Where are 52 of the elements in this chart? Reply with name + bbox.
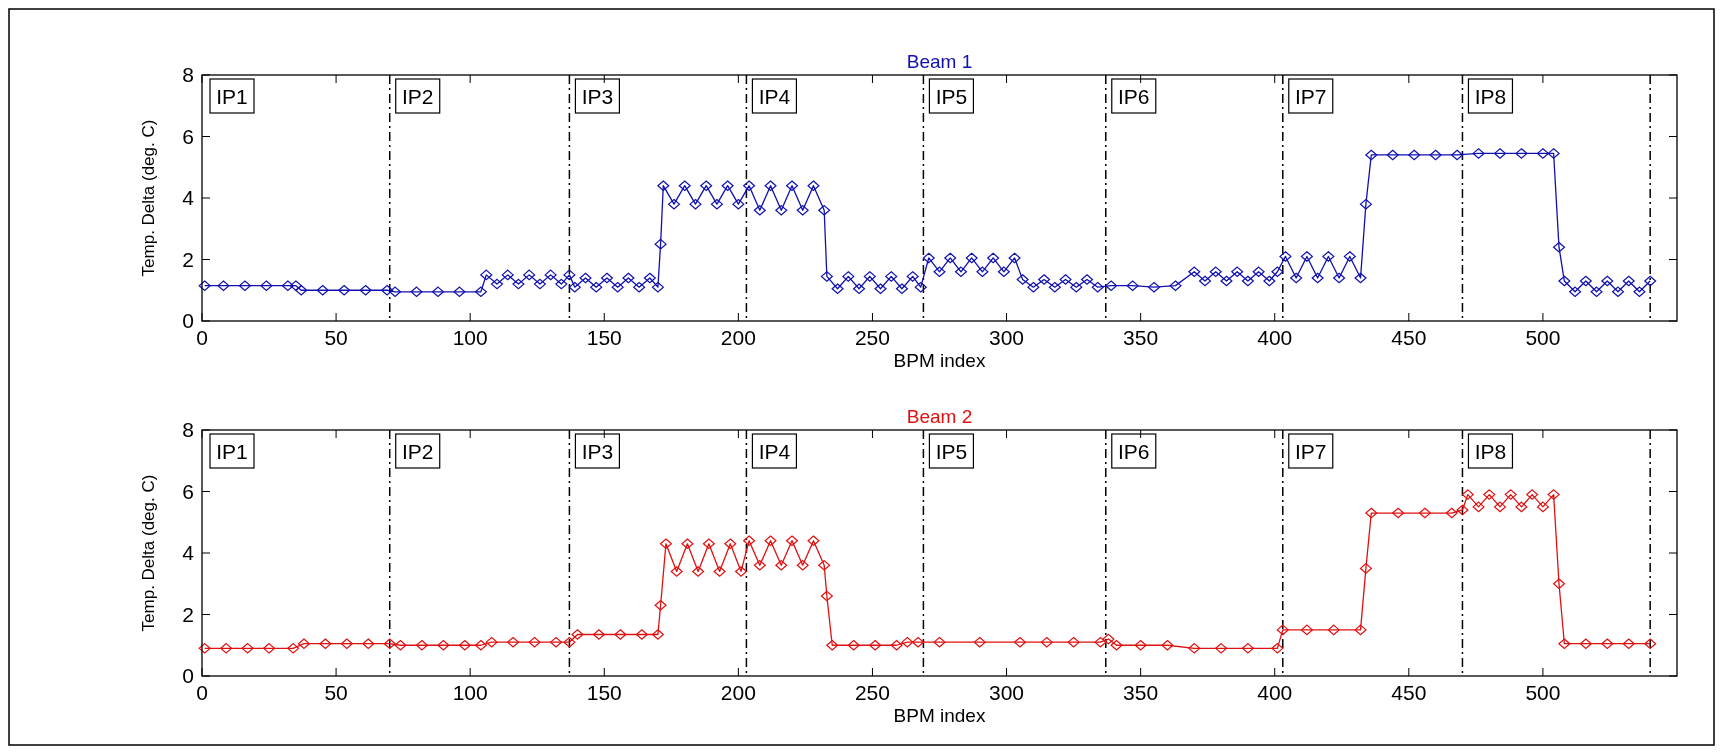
x-tick-label: 400 xyxy=(1257,326,1293,349)
y-tick-label: 8 xyxy=(182,63,194,86)
x-tick-label: 150 xyxy=(586,326,622,349)
x-tick-label: 350 xyxy=(1123,326,1159,349)
x-tick-label: 350 xyxy=(1123,681,1159,704)
x-tick-label: 100 xyxy=(452,681,488,704)
annotation: IP4 xyxy=(758,85,791,108)
chart-title: Beam 1 xyxy=(906,51,973,72)
annotation: IP6 xyxy=(1118,440,1150,463)
y-tick-label: 0 xyxy=(182,309,194,332)
x-tick-label: 450 xyxy=(1391,326,1427,349)
x-tick-label: 50 xyxy=(324,681,348,704)
x-tick-label: 500 xyxy=(1525,681,1561,704)
y-axis-title: Temp. Delta (deg. C) xyxy=(139,474,158,632)
x-tick-label: 200 xyxy=(720,326,756,349)
x-tick-label: 500 xyxy=(1525,326,1561,349)
x-tick-label: 450 xyxy=(1391,681,1427,704)
x-tick-label: 300 xyxy=(989,681,1025,704)
x-tick-label: 150 xyxy=(586,681,622,704)
x-axis-title: BPM index xyxy=(893,705,986,726)
annotation: IP1 xyxy=(216,440,248,463)
chart-title: Beam 2 xyxy=(906,406,973,427)
annotation: IP8 xyxy=(1474,85,1507,108)
annotation: IP1 xyxy=(216,85,248,108)
annotation: IP7 xyxy=(1295,440,1327,463)
annotation: IP8 xyxy=(1474,440,1507,463)
y-axis-title: Temp. Delta (deg. C) xyxy=(139,119,158,277)
annotation: IP7 xyxy=(1295,85,1327,108)
y-tick-label: 4 xyxy=(182,186,195,209)
y-tick-label: 2 xyxy=(182,247,194,271)
y-tick-label: 2 xyxy=(182,602,194,626)
annotation: IP3 xyxy=(581,440,614,463)
x-tick-label: 250 xyxy=(854,681,890,704)
x-tick-label: 50 xyxy=(324,326,348,349)
annotation: IP5 xyxy=(935,440,968,463)
annotation: IP6 xyxy=(1118,85,1150,108)
x-tick-label: 100 xyxy=(452,326,488,349)
annotation: IP4 xyxy=(758,440,791,463)
x-tick-label: 250 xyxy=(854,326,890,349)
x-tick-label: 200 xyxy=(720,681,756,704)
y-tick-label: 8 xyxy=(182,418,194,441)
annotation: IP2 xyxy=(401,85,434,108)
annotation: IP3 xyxy=(581,85,614,108)
annotation: IP2 xyxy=(401,440,434,463)
x-tick-label: 400 xyxy=(1257,681,1293,704)
y-tick-label: 0 xyxy=(182,664,194,687)
y-tick-label: 6 xyxy=(182,479,194,503)
y-tick-label: 4 xyxy=(182,541,195,564)
y-tick-label: 6 xyxy=(182,124,194,148)
annotation: IP5 xyxy=(935,85,968,108)
x-tick-label: 300 xyxy=(989,326,1025,349)
x-axis-title: BPM index xyxy=(893,350,986,371)
